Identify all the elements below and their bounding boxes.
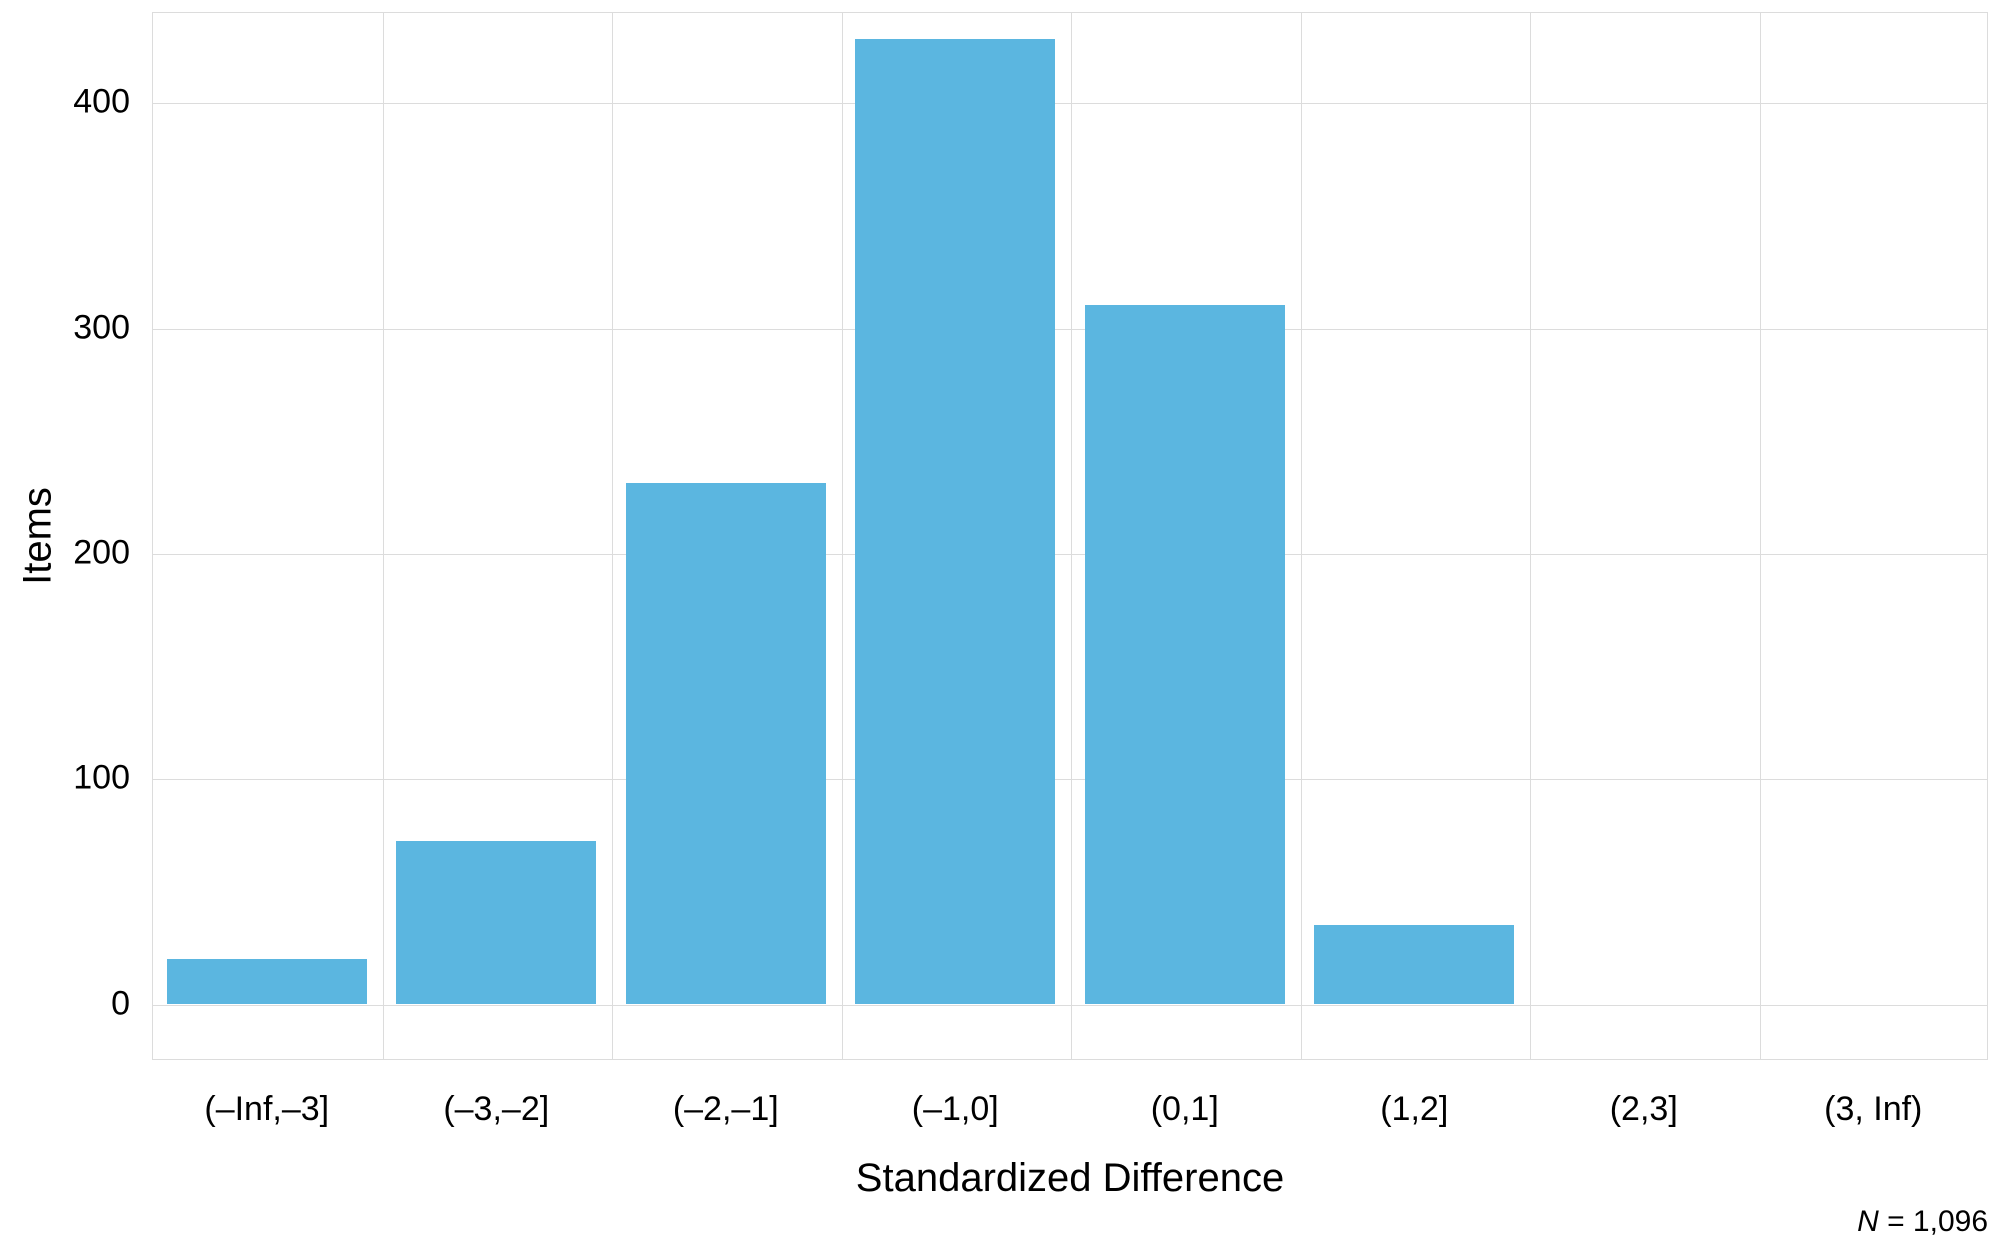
y-tick-label: 400: [0, 83, 130, 122]
gridline-vertical: [1301, 13, 1302, 1059]
x-tick-label: (–1,0]: [912, 1090, 999, 1129]
gridline-vertical: [1530, 13, 1531, 1059]
x-tick-label: (2,3]: [1610, 1090, 1678, 1129]
gridline-vertical: [612, 13, 613, 1059]
x-tick-label: (–3,–2]: [443, 1090, 549, 1129]
x-tick-label: (–2,–1]: [673, 1090, 779, 1129]
footnote-value: = 1,096: [1879, 1205, 1988, 1238]
x-tick-label: (–Inf,–3]: [204, 1090, 329, 1129]
histogram-chart: Items Standardized Difference N = 1,096 …: [0, 0, 2016, 1245]
x-tick-label: (0,1]: [1151, 1090, 1219, 1129]
footnote-n-symbol: N: [1857, 1205, 1879, 1238]
gridline-horizontal: [153, 329, 1987, 330]
histogram-bar: [1314, 925, 1514, 1004]
y-tick-label: 300: [0, 308, 130, 347]
histogram-bar: [167, 959, 367, 1004]
x-axis-title: Standardized Difference: [856, 1156, 1284, 1201]
y-tick-label: 100: [0, 759, 130, 798]
histogram-bar: [1085, 305, 1285, 1004]
gridline-vertical: [1071, 13, 1072, 1059]
gridline-vertical: [383, 13, 384, 1059]
gridline-horizontal: [153, 779, 1987, 780]
gridline-vertical: [842, 13, 843, 1059]
x-tick-label: (1,2]: [1380, 1090, 1448, 1129]
histogram-bar: [396, 841, 596, 1003]
sample-size-footnote: N = 1,096: [1857, 1205, 1988, 1239]
y-tick-label: 0: [0, 984, 130, 1023]
x-tick-label: (3, Inf): [1824, 1090, 1922, 1129]
gridline-horizontal: [153, 1005, 1987, 1006]
y-tick-label: 200: [0, 533, 130, 572]
gridline-horizontal: [153, 554, 1987, 555]
gridline-vertical: [1760, 13, 1761, 1059]
histogram-bar: [855, 39, 1055, 1004]
gridline-horizontal: [153, 103, 1987, 104]
histogram-bar: [626, 483, 826, 1004]
